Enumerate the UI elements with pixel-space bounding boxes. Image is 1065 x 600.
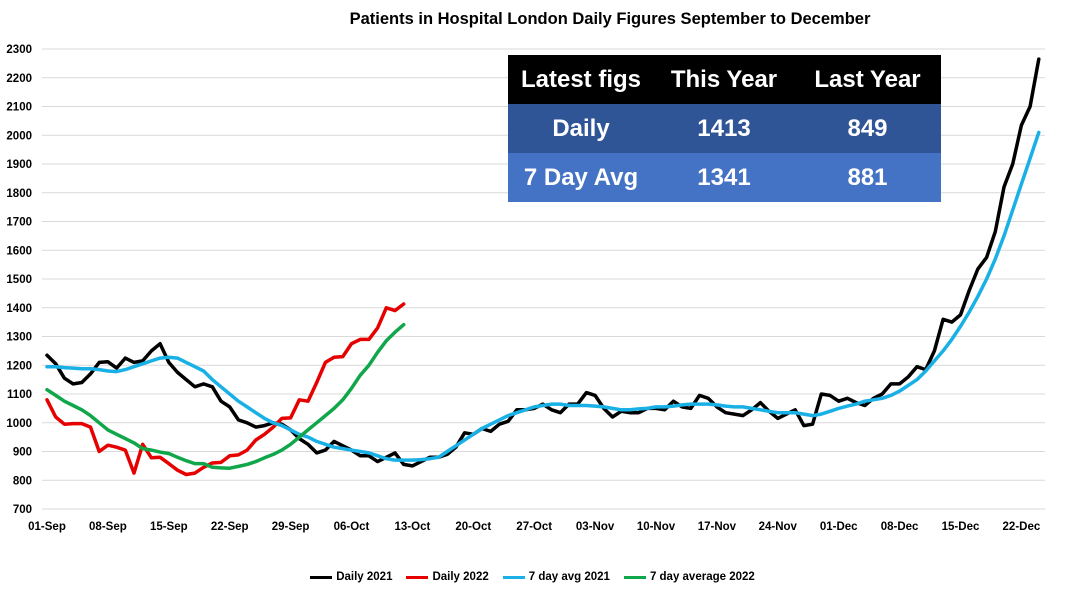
table-row-7-day-avg: 7 Day Avg 1341 881 (508, 153, 941, 202)
y-tick-label: 1000 (6, 418, 32, 430)
legend: Daily 2021 Daily 2022 7 day avg 2021 7 d… (0, 571, 1065, 583)
legend-item: 7 day average 2022 (623, 571, 755, 583)
header-last-year: Last Year (814, 65, 921, 93)
y-tick-label: 1800 (6, 188, 32, 200)
series-line-daily-2022 (45, 302, 406, 477)
y-tick-label: 700 (13, 504, 32, 516)
y-tick-label: 2000 (6, 130, 32, 142)
x-tick-label: 01-Dec (820, 521, 858, 533)
legend-item: Daily 2022 (406, 571, 489, 583)
x-tick-label: 22-Sep (211, 521, 249, 533)
x-tick-label: 10-Nov (637, 521, 676, 533)
x-tick-label: 24-Nov (759, 521, 798, 533)
y-tick-label: 1200 (6, 360, 32, 372)
header-latest-figs: Latest figs (520, 65, 642, 93)
x-tick-label: 08-Dec (881, 521, 919, 533)
legend-swatch (623, 575, 646, 579)
x-tick-label: 15-Sep (150, 521, 188, 533)
y-tick-label: 1400 (6, 303, 32, 315)
x-tick-label: 13-Oct (395, 521, 431, 533)
x-tick-label: 29-Sep (272, 521, 310, 533)
y-tick-label: 1700 (6, 217, 32, 229)
x-tick-label: 08-Sep (89, 521, 127, 533)
y-tick-label: 900 (13, 447, 32, 459)
legend-item: Daily 2021 (310, 571, 392, 583)
legend-item: 7 day avg 2021 (502, 571, 610, 583)
table-header-row: Latest figs This Year Last Year (508, 55, 941, 104)
last-year-value: 849 (847, 114, 888, 142)
legend-swatch (310, 575, 333, 579)
this-year-value: 1341 (697, 163, 751, 191)
row-label: Daily (552, 114, 610, 142)
x-tick-label: 06-Oct (334, 521, 370, 533)
this-year-value: 1413 (697, 114, 751, 142)
x-tick-label: 01-Sep (28, 521, 66, 533)
x-tick-label: 03-Nov (576, 521, 615, 533)
y-tick-label: 1600 (6, 245, 32, 257)
y-tick-label: 1900 (6, 159, 32, 171)
legend-label: 7 day average 2022 (649, 571, 755, 583)
x-tick-label: 27-Oct (516, 521, 552, 533)
latest-figures-table: Latest figs This Year Last Year Daily 14… (508, 55, 941, 202)
series-line-7-day-average-2022 (45, 322, 406, 470)
series-line-7-day-avg-2021 (45, 130, 1041, 462)
x-tick-label: 15-Dec (942, 521, 980, 533)
legend-label: Daily 2021 (336, 571, 393, 583)
y-tick-label: 1500 (6, 274, 32, 286)
legend-label: 7 day avg 2021 (528, 571, 610, 583)
header-this-year: This Year (670, 65, 778, 93)
chart-title: Patients in Hospital London Daily Figure… (349, 10, 871, 28)
y-tick-label: 1300 (6, 332, 32, 344)
row-label: 7 Day Avg (523, 163, 639, 191)
legend-swatch (406, 575, 429, 579)
y-tick-label: 800 (13, 475, 32, 487)
y-tick-label: 2100 (6, 102, 32, 114)
x-tick-label: 22-Dec (1003, 521, 1041, 533)
y-tick-label: 2300 (6, 44, 32, 56)
last-year-value: 881 (847, 163, 888, 191)
x-tick-label: 20-Oct (455, 521, 491, 533)
y-tick-label: 2200 (6, 73, 32, 85)
y-tick-label: 1100 (7, 389, 32, 401)
table-row-daily: Daily 1413 849 (508, 104, 941, 153)
legend-swatch (502, 575, 525, 579)
x-tick-label: 17-Nov (698, 521, 737, 533)
legend-label: Daily 2022 (432, 571, 489, 583)
